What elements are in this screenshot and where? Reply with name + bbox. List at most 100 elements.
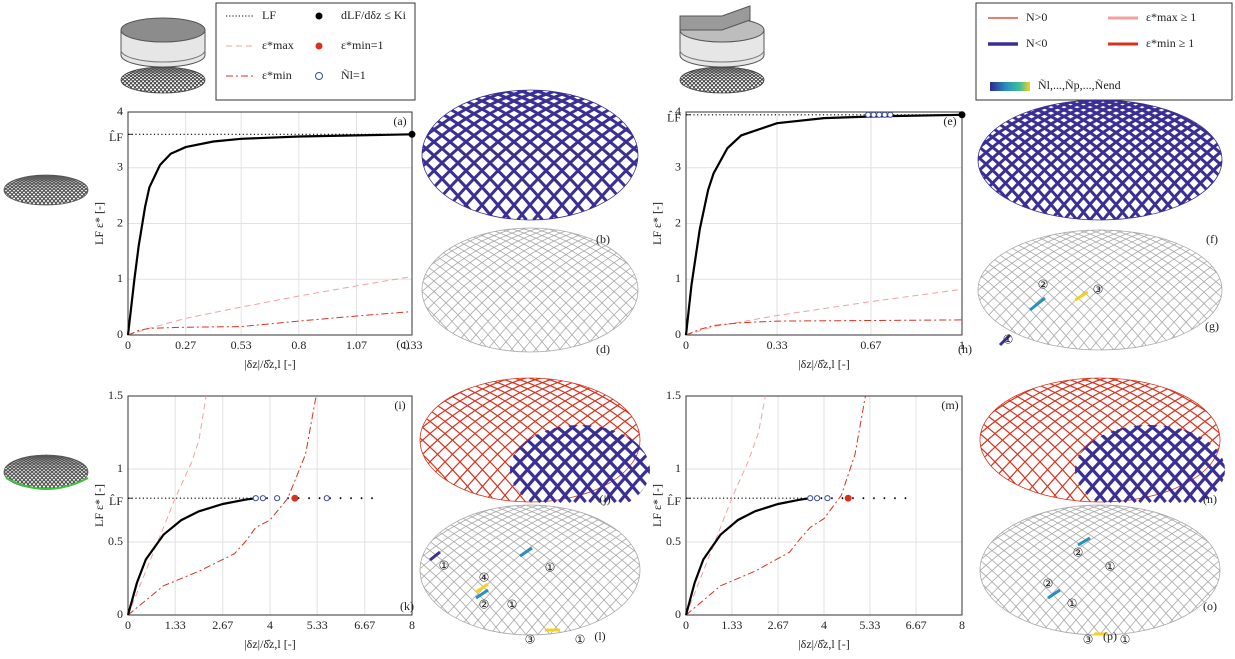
mesh-line	[420, 378, 496, 502]
mesh	[244, 378, 650, 504]
mesh-line	[437, 228, 599, 352]
mesh-line	[420, 378, 421, 502]
marker	[870, 111, 877, 118]
mesh-line	[597, 90, 638, 220]
mesh-line	[588, 425, 650, 504]
legend-label: N>0	[1026, 10, 1047, 24]
y-tick-label: L̂F	[667, 110, 681, 124]
mesh-line	[422, 228, 455, 352]
mesh-line	[789, 67, 823, 93]
mesh-line	[47, 455, 88, 489]
x-tick-label: 6.67	[906, 618, 927, 632]
x-axis-label: |δz|/δ̂z,l [-]	[244, 357, 295, 371]
mesh-line	[662, 90, 831, 220]
mesh-line	[980, 378, 1031, 502]
mesh-line	[422, 228, 431, 352]
mesh-line	[625, 67, 659, 93]
element-label: ③	[525, 633, 536, 647]
panel-label: (n)	[1203, 492, 1217, 506]
mesh-line	[664, 378, 825, 502]
mesh-line	[274, 378, 435, 502]
mesh-line	[790, 230, 946, 350]
mesh-line	[461, 228, 623, 352]
panel-label: (g)	[1205, 319, 1219, 333]
mesh-line	[664, 378, 825, 502]
mesh-line	[1229, 378, 1235, 502]
mesh-line	[429, 505, 599, 635]
mesh-line	[86, 175, 88, 205]
highlight-member	[519, 546, 533, 558]
x-tick-label: 1.33	[402, 338, 423, 352]
mesh-line	[516, 90, 638, 220]
mesh-line	[422, 90, 447, 220]
mesh-line	[59, 455, 88, 489]
marker	[259, 495, 266, 502]
y-tick-label: 4	[117, 104, 123, 118]
mesh-line	[1101, 230, 1222, 350]
mesh-line	[980, 505, 1053, 635]
mesh-line	[545, 228, 638, 352]
y-tick-label: 0.5	[666, 534, 681, 548]
mesh-line	[334, 378, 495, 502]
mesh-line	[1198, 425, 1225, 504]
mesh-line	[854, 378, 1015, 502]
legend-label: ε*max ≥ 1	[1146, 10, 1196, 24]
mesh-line	[473, 228, 635, 352]
mesh-line	[509, 228, 638, 352]
mesh-line	[645, 67, 679, 93]
mesh-line	[422, 90, 431, 220]
mesh-line	[629, 67, 663, 93]
y-tick-label: 4	[675, 104, 681, 118]
mesh-line	[621, 67, 655, 93]
mesh-line	[760, 67, 764, 93]
mesh-line	[230, 90, 399, 220]
x-tick-label: 1	[959, 338, 965, 352]
mesh-line	[501, 505, 640, 635]
mesh-line	[1161, 230, 1222, 350]
mesh-line	[420, 378, 467, 502]
mesh-line	[629, 228, 638, 352]
mesh-line	[87, 455, 88, 489]
mesh-line	[641, 228, 802, 352]
mesh-line	[420, 378, 452, 502]
mesh-line	[1075, 425, 1225, 504]
element-label: ②	[1038, 278, 1049, 292]
mesh-line	[422, 228, 551, 352]
mesh-line	[978, 230, 1079, 350]
mesh-line	[980, 505, 1029, 635]
mesh-line	[422, 228, 479, 352]
mesh-line	[74, 67, 108, 93]
legend-label: N<0	[1026, 36, 1047, 50]
mesh-line	[978, 230, 1079, 350]
mesh-line	[1127, 100, 1222, 220]
mesh-line	[71, 455, 88, 489]
mesh-outline	[977, 229, 1223, 351]
mesh	[230, 90, 831, 220]
mesh-line	[259, 378, 420, 502]
panel-label: (a)	[393, 114, 406, 128]
mesh-line	[62, 67, 96, 93]
mesh-line	[980, 378, 1047, 502]
mesh-line	[641, 67, 675, 93]
mesh-line	[1161, 230, 1222, 350]
mesh-line	[422, 228, 455, 352]
marker	[865, 111, 872, 118]
mesh-line	[573, 505, 640, 635]
mesh-line	[980, 505, 1089, 635]
mesh	[621, 67, 823, 93]
mesh-line	[1087, 505, 1220, 635]
mesh-line	[244, 378, 405, 502]
legend-label: LF	[262, 8, 276, 22]
mesh-line	[420, 505, 503, 635]
mesh-line	[532, 90, 638, 220]
mesh-line	[111, 175, 150, 205]
mesh-line	[545, 228, 638, 352]
mesh-line	[449, 228, 611, 352]
mesh-line	[1003, 505, 1173, 635]
mesh-line	[980, 378, 1076, 502]
mesh-line	[420, 378, 527, 502]
legend-swatch	[315, 42, 323, 50]
mesh-line	[791, 100, 947, 220]
mesh-line	[274, 378, 435, 502]
